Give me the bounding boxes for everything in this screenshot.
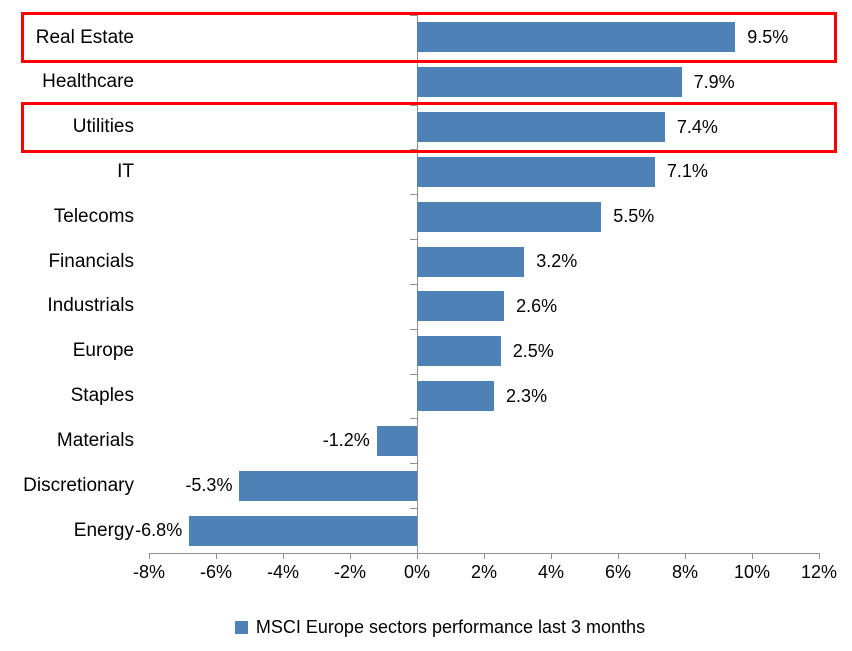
bar [239,470,417,501]
category-label: Europe [72,340,134,362]
x-axis-tick-label: 8% [671,562,699,582]
value-label: 7.9% [693,71,735,92]
category-axis-tick [410,15,417,16]
x-axis-tick [551,553,552,559]
value-label: 2.3% [506,385,548,406]
highlight-box [21,101,837,153]
highlight-box [21,12,837,63]
value-label: 7.1% [666,161,708,182]
x-axis-tick [685,553,686,559]
x-axis-tick-label: 10% [733,562,771,582]
x-axis-tick-label: -2% [333,562,367,582]
x-axis-tick [283,553,284,559]
legend-swatch-icon [234,620,248,634]
bar [189,515,417,546]
category-axis-tick [410,239,417,241]
value-label: 7.4% [676,116,718,137]
bar [417,381,495,412]
bar [376,425,417,456]
bar [417,112,665,143]
x-axis-tick-label: 0% [403,562,431,582]
x-axis-tick [216,553,217,559]
bar [417,246,525,277]
category-axis-tick [410,373,417,375]
value-label: 3.2% [536,251,578,272]
category-axis-tick [410,328,417,330]
category-label: Utilities [72,116,134,138]
category-label: Real Estate [35,26,134,48]
value-label: 2.6% [516,295,558,316]
category-label: Healthcare [42,71,134,93]
value-label: -5.3% [185,475,233,496]
category-label: Materials [56,429,134,451]
value-label: 5.5% [613,206,655,227]
x-axis-tick [417,553,418,559]
bar [417,22,736,53]
category-label: Industrials [47,295,134,317]
value-label: 9.5% [747,27,789,47]
x-axis-tick-label: -6% [199,562,233,582]
value-axis-line [417,15,418,553]
category-axis-tick [410,104,417,106]
category-label: IT [117,160,134,182]
category-axis-tick [410,283,417,285]
x-axis-tick [752,553,753,559]
bar [417,156,655,187]
category-label: Energy [73,519,134,541]
x-axis-tick [350,553,351,559]
legend: MSCI Europe sectors performance last 3 m… [14,612,852,642]
legend-label: MSCI Europe sectors performance last 3 m… [255,616,646,637]
x-axis-tick [819,553,820,559]
category-axis-tick [410,194,417,196]
x-axis-tick-label: 4% [537,562,565,582]
bar [417,336,501,367]
category-axis-tick [410,552,417,554]
value-label: 2.5% [512,340,554,361]
x-axis-tick-label: 12% [800,562,838,582]
bar [417,201,602,232]
x-axis-tick-label: -4% [266,562,300,582]
x-axis-tick-label: 2% [470,562,498,582]
category-label: Financials [48,250,134,272]
category-axis-tick [410,463,417,465]
category-axis-tick [410,508,417,510]
category-axis-tick [410,418,417,420]
category-label: Discretionary [23,474,134,496]
category-label: Telecoms [53,205,134,227]
x-axis-tick [484,553,485,559]
x-axis-tick [149,553,150,559]
value-label: -1.2% [322,430,370,451]
x-axis-tick-label: 6% [604,562,632,582]
x-axis-tick [618,553,619,559]
x-axis-tick-label: -8% [132,562,166,582]
value-label: -6.8% [135,520,183,541]
bar [417,67,682,98]
bar [417,291,505,322]
category-label: Staples [70,385,134,407]
